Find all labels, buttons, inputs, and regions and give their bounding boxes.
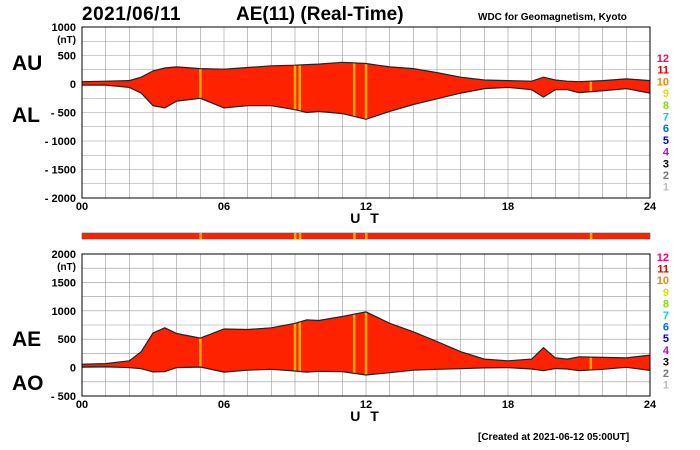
y-tick-label: 500 — [58, 334, 76, 346]
y-tick-label: - 1000 — [45, 136, 76, 148]
al-label: AL — [12, 104, 40, 127]
series-ao-line — [81, 366, 651, 376]
y-tick-label: 500 — [58, 51, 76, 63]
credit-text: WDC for Geomagnetism, Kyoto — [478, 12, 627, 23]
station-count-label: 12 — [657, 53, 669, 65]
y-tick-label: - 1500 — [45, 165, 76, 177]
station-count-label: 3 — [663, 356, 669, 368]
x-tick-label: 18 — [502, 201, 514, 213]
ao-label: AO — [12, 372, 44, 395]
y-tick-label: 0 — [70, 363, 76, 375]
x-tick-label: 12 — [360, 201, 372, 213]
x-tick-label: 00 — [76, 201, 88, 213]
series-au-line — [81, 61, 651, 83]
station-count-label: 1 — [663, 380, 669, 392]
station-count-label: 8 — [663, 100, 669, 112]
y-tick-label: - 2000 — [45, 193, 76, 205]
series-ae-line — [81, 311, 651, 365]
station-count-label: 6 — [663, 322, 669, 334]
station-count-label: 7 — [663, 310, 669, 322]
station-count-label: 4 — [663, 345, 670, 357]
station-count-label: 2 — [663, 170, 669, 182]
au-label: AU — [12, 52, 43, 75]
activity-bar-mark — [365, 233, 368, 239]
station-count-label: 2 — [663, 368, 669, 380]
x-axis-label: U T — [350, 408, 382, 424]
activity-bar-mark — [199, 233, 202, 239]
x-tick-label: 18 — [502, 399, 514, 411]
activity-bar-mark — [294, 233, 297, 239]
ae-label: AE — [12, 328, 42, 351]
y-tick-label: 1000 — [52, 306, 76, 318]
station-count-label: 4 — [663, 147, 670, 159]
station-count-label: 9 — [663, 287, 669, 299]
x-tick-label: 00 — [76, 399, 88, 411]
plot-frame — [81, 253, 651, 397]
station-count-label: 8 — [663, 298, 669, 310]
x-axis-label: U T — [350, 210, 382, 226]
created-timestamp: [Created at 2021-06-12 05:00UT] — [478, 432, 630, 443]
x-tick-label: 24 — [644, 201, 657, 213]
station-count-label: 5 — [663, 333, 669, 345]
y-tick-label: 1000 — [52, 22, 76, 34]
y-tick-label: - 500 — [51, 108, 76, 120]
activity-bar-mark — [298, 233, 302, 239]
y-tick-label: 2000 — [52, 249, 76, 261]
y-unit-label: (nT) — [57, 35, 76, 46]
station-count-label: 6 — [663, 123, 669, 135]
au-al-panel: 1000 500 0 - 500 - 1000 - 1500 - 2000 (nT) 00 06 1… — [45, 22, 657, 226]
y-tick-label: - 500 — [51, 391, 76, 403]
station-count-label: 7 — [663, 112, 669, 124]
activity-bar-mark — [353, 233, 356, 239]
station-count-label: 10 — [657, 76, 669, 88]
date-title: 2021/06/11 — [82, 4, 182, 25]
x-tick-label: 12 — [360, 399, 372, 411]
x-tick-label: 24 — [644, 399, 657, 411]
station-count-label: 1 — [663, 182, 669, 194]
station-count-label: 9 — [663, 88, 669, 100]
station-count-label: 11 — [657, 65, 669, 77]
station-count-label: 3 — [663, 158, 669, 170]
station-count-label: 10 — [657, 275, 669, 287]
y-tick-label: 0 — [70, 79, 76, 91]
x-tick-label: 06 — [218, 399, 230, 411]
station-count-label: 12 — [657, 252, 669, 264]
station-count-label: 5 — [663, 135, 669, 147]
index-title: AE(11) (Real-Time) — [236, 4, 404, 25]
activity-bar-mark — [589, 233, 593, 239]
plot-frame — [81, 26, 651, 199]
y-unit-label: (nT) — [57, 262, 76, 273]
ae-ao-panel: 2000 1500 1000 500 0 - 500 (nT) 00 06 12 18 24 U T — [51, 249, 657, 424]
x-tick-label: 06 — [218, 201, 230, 213]
y-tick-label: 1500 — [52, 277, 76, 289]
activity-bar — [81, 232, 651, 240]
station-count-label: 11 — [657, 264, 669, 276]
series-al-line — [82, 84, 651, 120]
